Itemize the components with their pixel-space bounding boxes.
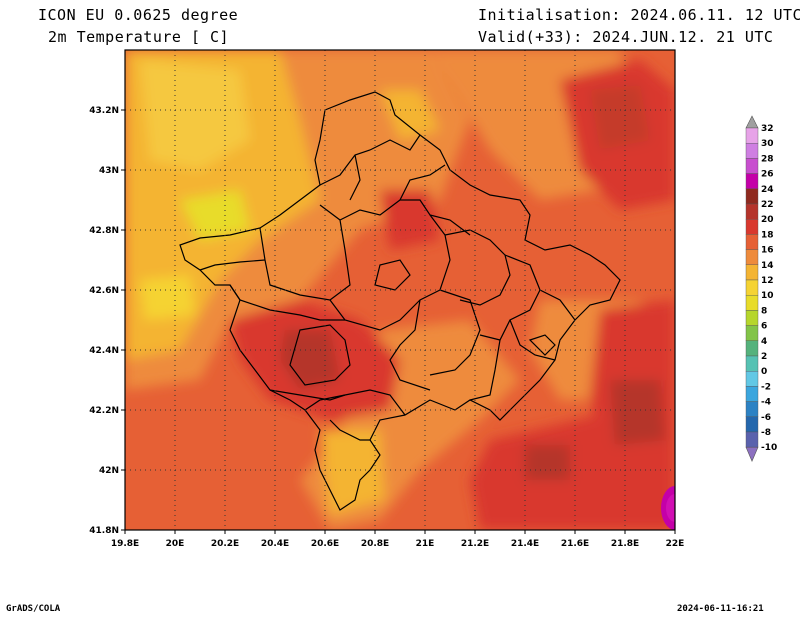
colorbar-label: 4 <box>761 337 767 347</box>
colorbar-swatch <box>745 142 759 159</box>
colorbar-label: -2 <box>761 382 771 392</box>
colorbar-min-triangle <box>745 446 759 462</box>
latitude-axis: 41.8N 42N 42.2N 42.4N 42.6N 42.8N 43N 43.2N <box>89 106 125 536</box>
lon-tick-label: 20E <box>166 539 185 549</box>
lon-tick-label: 22E <box>666 539 685 549</box>
colorbar-label: 16 <box>761 246 774 256</box>
initialisation-time: Initialisation: 2024.06.11. 12 UTC <box>478 6 800 24</box>
lat-tick-label: 42.4N <box>89 346 119 356</box>
colorbar-swatch <box>745 310 759 326</box>
region-borders <box>179 91 621 511</box>
colorbar-label: 8 <box>761 306 767 316</box>
render-timestamp: 2024-06-11-16:21 <box>677 604 764 614</box>
lon-tick-label: 20.8E <box>361 539 389 549</box>
lon-tick-label: 20.2E <box>211 539 239 549</box>
temperature-field <box>125 50 675 530</box>
colorbar-label: 12 <box>761 276 774 286</box>
lon-tick-label: 20.4E <box>261 539 289 549</box>
lon-tick-label: 19.8E <box>111 539 139 549</box>
colorbar-label: 24 <box>761 185 774 195</box>
colorbar-swatch <box>745 431 759 448</box>
colorbar-label: 0 <box>761 367 767 377</box>
grid-lines <box>125 50 675 530</box>
colorbar-swatch <box>745 203 759 220</box>
lat-tick-label: 42.8N <box>89 226 119 236</box>
colorbar-swatch <box>745 401 759 418</box>
lat-tick-label: 42.6N <box>89 286 119 296</box>
colorbar-max-triangle <box>745 115 759 129</box>
colorbar-swatch <box>745 295 759 311</box>
model-title: ICON EU 0.0625 degree <box>38 6 239 24</box>
colorbar-swatch <box>745 218 759 235</box>
colorbar-label: -10 <box>761 443 777 453</box>
colorbar-swatch <box>745 386 759 402</box>
colorbar-label: 28 <box>761 154 774 164</box>
colorbar-swatch <box>745 416 759 433</box>
colorbar-label: 2 <box>761 352 767 362</box>
lat-tick-label: 42N <box>99 466 119 476</box>
colorbar-label: 22 <box>761 200 774 210</box>
colorbar-swatch <box>745 371 759 387</box>
colorbar-swatch <box>745 340 759 357</box>
colorbar-label: 6 <box>761 322 767 332</box>
colorbar-swatch <box>745 264 759 281</box>
variable-title: 2m Temperature [ C] <box>48 28 230 46</box>
colorbar-swatch <box>745 234 759 250</box>
lon-tick-label: 21.2E <box>461 539 489 549</box>
colorbar-swatch <box>745 188 759 205</box>
lon-tick-label: 21.4E <box>511 539 539 549</box>
colorbar-swatch <box>745 127 759 144</box>
colorbar-label: 32 <box>761 124 774 134</box>
colorbar-label: 10 <box>761 291 774 301</box>
lon-tick-label: 20.6E <box>311 539 339 549</box>
colorbar-swatch <box>745 325 759 342</box>
lon-tick-label: 21.6E <box>561 539 589 549</box>
software-credit: GrADS/COLA <box>6 604 61 614</box>
lat-tick-label: 43.2N <box>89 106 119 116</box>
colorbar-swatch <box>745 158 759 174</box>
lat-tick-label: 42.2N <box>89 406 119 416</box>
colorbar-label: 20 <box>761 215 774 225</box>
colorbar-swatch <box>745 249 759 266</box>
longitude-axis: 19.8E 20E 20.2E 20.4E 20.6E 20.8E 21E 21.2E 21.4… <box>111 530 685 549</box>
lat-tick-label: 43N <box>99 166 119 176</box>
colorbar-label: -8 <box>761 428 771 438</box>
colorbar-label: -4 <box>761 398 771 408</box>
colorbar-swatch <box>745 279 759 296</box>
valid-time: Valid(+33): 2024.JUN.12. 21 UTC <box>478 28 774 46</box>
lon-tick-label: 21E <box>416 539 435 549</box>
colorbar-swatch <box>745 173 759 190</box>
colorbar-swatch <box>745 355 759 372</box>
colorbar-label: 14 <box>761 261 774 271</box>
colorbar-label: 30 <box>761 139 774 149</box>
colorbar-label: 18 <box>761 230 774 240</box>
lon-tick-label: 21.8E <box>611 539 639 549</box>
colorbar-label: 26 <box>761 170 774 180</box>
lat-tick-label: 41.8N <box>89 526 119 536</box>
colorbar-label: -6 <box>761 413 771 423</box>
